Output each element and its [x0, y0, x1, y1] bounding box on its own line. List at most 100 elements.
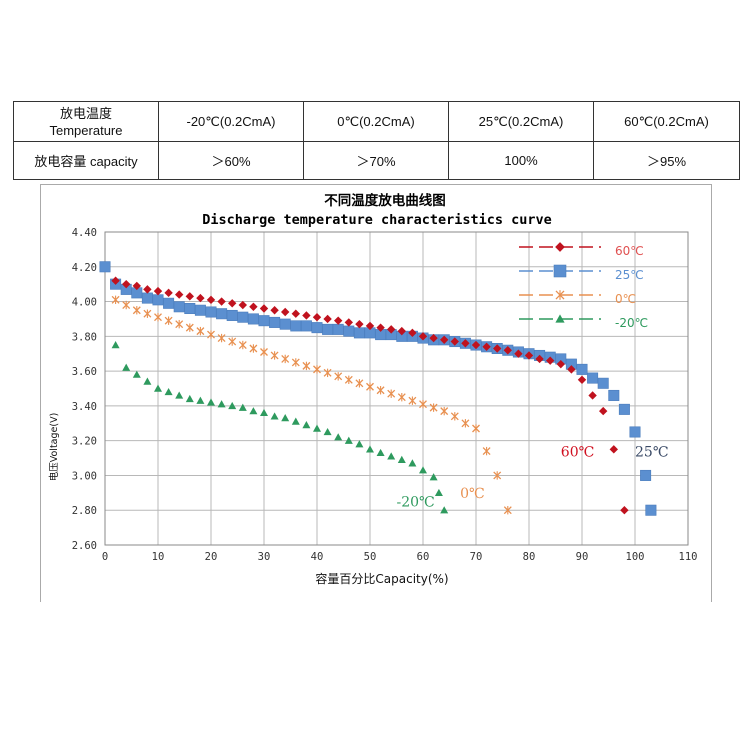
point-minus20c [270, 412, 279, 420]
point-0c [334, 372, 343, 381]
x-tick-label: 80 [523, 551, 536, 563]
point-25c [152, 294, 164, 306]
y-axis-label: 电压Voltage(V) [48, 413, 60, 482]
point-25c [608, 389, 620, 401]
point-60c [132, 281, 141, 291]
point-minus20c [302, 421, 311, 429]
point-60c [291, 309, 300, 318]
point-minus20c [122, 363, 131, 371]
point-60c [302, 311, 311, 320]
point-minus20c [387, 452, 396, 460]
point-25c [194, 304, 206, 316]
point-25c [576, 363, 588, 375]
capacity-value-0: ＞70% [303, 141, 449, 180]
point-minus20c [313, 424, 321, 432]
point-60c [111, 276, 120, 285]
point-60c [270, 306, 279, 315]
point-minus20c [249, 407, 258, 415]
point-minus20c [164, 387, 173, 396]
annotation-label: 25℃ [635, 444, 668, 460]
legend: 60℃ 25℃ 0℃ -20℃ [519, 242, 648, 330]
point-minus20c [217, 400, 226, 408]
point-60c [312, 313, 322, 322]
curve-annotations: 60℃ 25℃ 0℃ -20℃ [397, 444, 669, 510]
point-minus20c [143, 377, 152, 385]
point-60c [461, 339, 470, 348]
point-60c [450, 337, 459, 346]
y-tick-label: 3.60 [72, 366, 97, 378]
point-60c [259, 304, 269, 313]
table-header-row: 放电温度 Temperature -20℃(0.2CmA) 0℃(0.2CmA)… [13, 101, 740, 142]
point-0c [132, 306, 141, 315]
point-60c [238, 300, 247, 310]
point-0c [397, 392, 406, 402]
temperature-col-0: 0℃(0.2CmA) [303, 101, 449, 142]
point-0c [302, 361, 311, 371]
point-minus20c [196, 396, 205, 404]
point-minus20c [291, 417, 300, 425]
point-0c [143, 309, 152, 318]
point-0c [408, 396, 417, 405]
y-tick-label: 2.80 [72, 505, 97, 517]
point-60c [609, 445, 618, 454]
point-60c [440, 335, 449, 345]
legend-label-0c: 0℃ [615, 292, 636, 306]
point-25c [205, 306, 217, 318]
point-0c [175, 319, 184, 329]
tick-labels: 0 10 20 30 40 50 60 70 80 90 100 110 2.60 2.80 3.00 3.2… [72, 227, 698, 563]
point-0c [185, 323, 194, 332]
point-60c [482, 342, 491, 351]
point-0c [313, 365, 321, 374]
point-25c [141, 292, 153, 304]
series-points [99, 261, 657, 516]
point-0c [217, 333, 226, 343]
point-25c [587, 372, 599, 384]
point-minus20c [260, 408, 268, 417]
point-60c [334, 316, 343, 325]
point-0c [376, 386, 385, 395]
point-60c [588, 391, 597, 400]
point-60c [418, 332, 428, 341]
point-minus20c [355, 440, 364, 448]
point-minus20c [238, 403, 247, 411]
point-0c [154, 313, 162, 322]
point-25c [311, 322, 323, 334]
legend-marker-minus20c [555, 314, 565, 323]
point-minus20c [228, 401, 237, 410]
point-60c [355, 319, 364, 329]
y-tick-label: 3.80 [72, 331, 97, 343]
point-minus20c [429, 473, 438, 481]
point-0c [450, 412, 459, 421]
y-tick-label: 3.40 [72, 401, 97, 413]
point-25c [618, 403, 630, 415]
point-25c [629, 426, 641, 438]
point-minus20c [434, 488, 443, 497]
point-60c [471, 340, 481, 350]
point-60c [196, 293, 205, 303]
plot-border [104, 231, 689, 546]
point-0c [281, 354, 290, 364]
point-60c [599, 406, 608, 416]
point-60c [514, 349, 523, 358]
legend-marker-0c [555, 290, 565, 300]
y-tick-label: 3.20 [72, 436, 97, 448]
point-0c [122, 300, 131, 310]
legend-marker-60c [555, 242, 565, 252]
point-25c [332, 323, 344, 335]
point-0c [472, 424, 480, 433]
point-minus20c [281, 414, 290, 422]
point-0c [291, 358, 300, 367]
x-tick-label: 110 [679, 551, 698, 563]
point-0c [387, 389, 396, 398]
point-60c [185, 292, 194, 301]
point-60c [122, 279, 131, 289]
capacity-value-60: ＞95% [593, 141, 740, 180]
point-60c [344, 318, 353, 327]
annotation-label: -20℃ [397, 495, 435, 511]
annotation-label: 0℃ [460, 486, 485, 502]
point-60c [281, 307, 290, 317]
point-0c [344, 375, 353, 385]
y-tick-label: 3.00 [72, 470, 97, 482]
point-25c [269, 316, 281, 328]
point-60c [524, 351, 534, 360]
